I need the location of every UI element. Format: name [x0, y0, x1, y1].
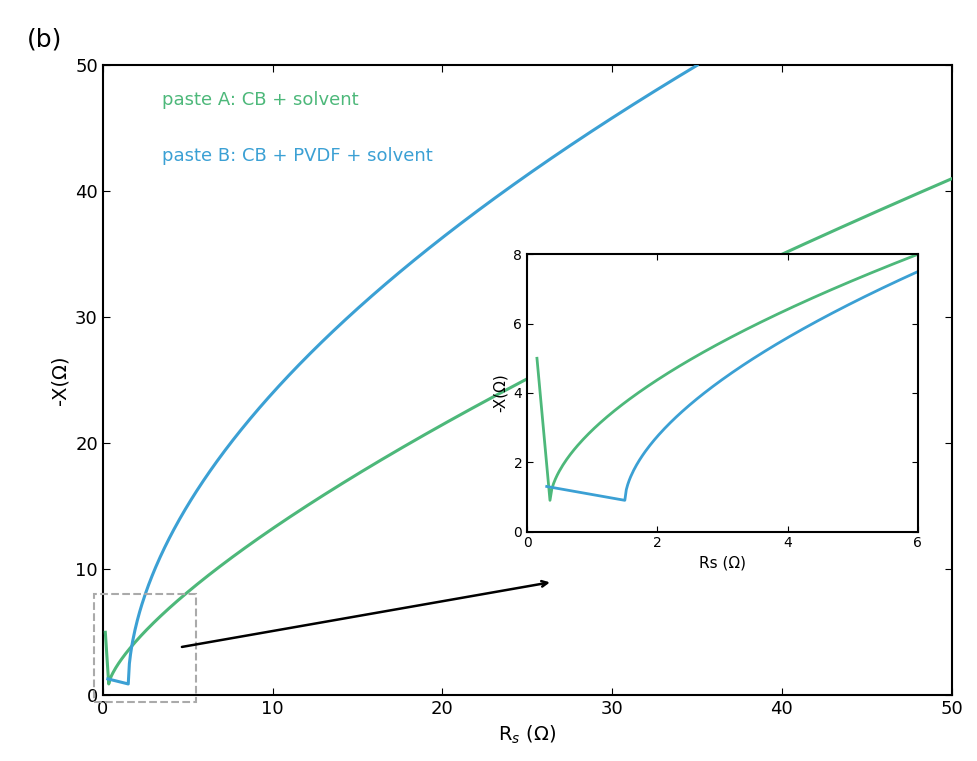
X-axis label: R$_s$ (Ω): R$_s$ (Ω) [497, 724, 556, 746]
Text: paste A: CB + solvent: paste A: CB + solvent [162, 91, 359, 109]
Text: (b): (b) [26, 27, 62, 52]
Y-axis label: -X(Ω): -X(Ω) [51, 355, 69, 405]
Text: paste B: CB + PVDF + solvent: paste B: CB + PVDF + solvent [162, 148, 433, 165]
Bar [94, 594, 196, 702]
